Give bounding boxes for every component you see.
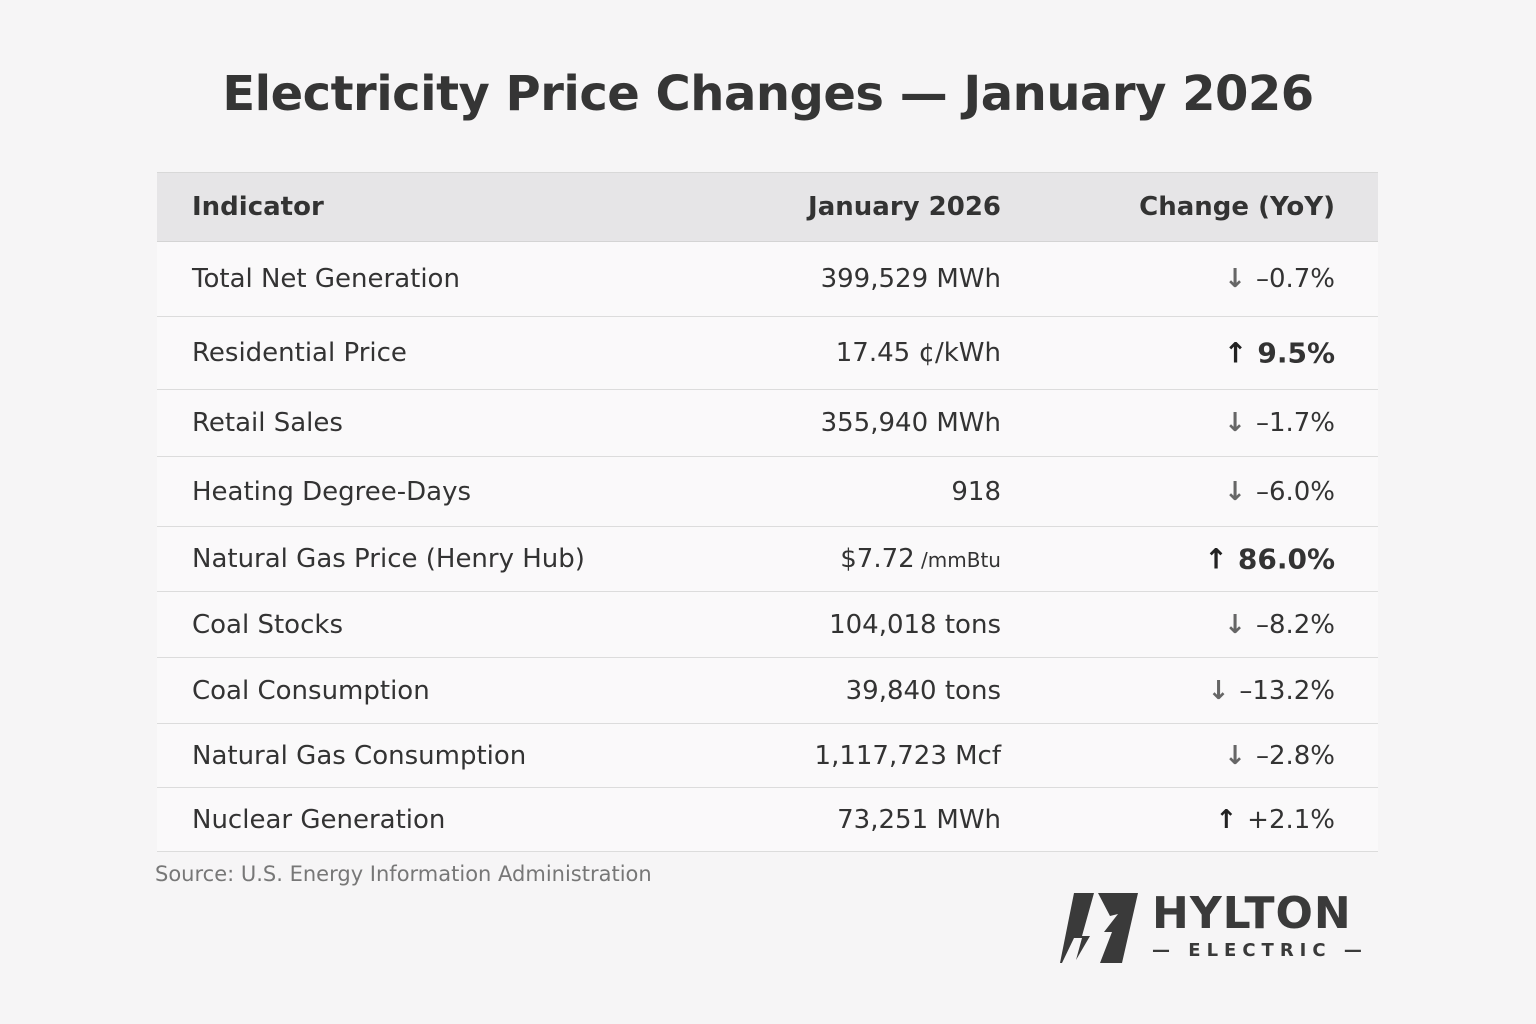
value-text: 918 bbox=[951, 476, 1001, 507]
table-row: Residential Price 17.45 ¢/kWh ↑ 9.5% bbox=[157, 317, 1378, 390]
arrow-down-icon: ↓ bbox=[1224, 740, 1246, 771]
change-cell: ↑ 9.5% bbox=[1224, 337, 1335, 370]
table-row: Nuclear Generation 73,251 MWh ↑ +2.1% bbox=[157, 788, 1378, 852]
change-cell: ↓ –1.7% bbox=[1224, 408, 1335, 438]
logo-name: HYLTON bbox=[1152, 888, 1352, 939]
indicator-name: Natural Gas Consumption bbox=[192, 740, 527, 771]
change-cell: ↓ –13.2% bbox=[1208, 676, 1335, 706]
indicator-name: Residential Price bbox=[192, 338, 407, 368]
change-value: –2.8% bbox=[1255, 740, 1335, 771]
table-header: Indicator January 2026 Change (YoY) bbox=[157, 172, 1378, 242]
indicator-value: 39,840 tons bbox=[846, 676, 1001, 706]
arrow-up-icon: ↑ bbox=[1215, 804, 1238, 835]
header-change: Change (YoY) bbox=[1139, 192, 1335, 222]
arrow-down-icon: ↓ bbox=[1224, 609, 1246, 640]
arrow-up-icon: ↑ bbox=[1204, 542, 1228, 576]
indicator-name: Retail Sales bbox=[192, 408, 343, 438]
change-cell: ↓ –6.0% bbox=[1224, 477, 1335, 507]
indicator-table: Indicator January 2026 Change (YoY) Tota… bbox=[157, 172, 1378, 852]
change-value: –6.0% bbox=[1255, 476, 1335, 507]
indicator-name: Total Net Generation bbox=[192, 264, 460, 294]
change-cell: ↓ –0.7% bbox=[1224, 264, 1335, 294]
indicator-value: 399,529 MWh bbox=[821, 264, 1001, 294]
table-row: Coal Consumption 39,840 tons ↓ –13.2% bbox=[157, 658, 1378, 724]
arrow-down-icon: ↓ bbox=[1224, 264, 1246, 294]
value-text: $7.72 bbox=[840, 544, 915, 574]
value-text: 73,251 MWh bbox=[837, 804, 1001, 835]
change-cell: ↓ –8.2% bbox=[1224, 610, 1335, 640]
change-value: –13.2% bbox=[1239, 675, 1335, 706]
indicator-value: $7.72 /mmBtu bbox=[840, 544, 1001, 574]
source-note: Source: U.S. Energy Information Administ… bbox=[155, 862, 652, 886]
change-value: –0.7% bbox=[1255, 264, 1335, 294]
change-value: 9.5% bbox=[1257, 336, 1335, 370]
table-row: Heating Degree-Days 918 ↓ –6.0% bbox=[157, 457, 1378, 527]
page-title: Electricity Price Changes — January 2026 bbox=[222, 66, 1314, 122]
indicator-name: Nuclear Generation bbox=[192, 804, 446, 835]
value-text: 17.45 ¢/kWh bbox=[835, 338, 1001, 368]
indicator-name: Natural Gas Price (Henry Hub) bbox=[192, 544, 585, 574]
lightning-bolt-icon bbox=[1060, 893, 1138, 963]
indicator-value: 73,251 MWh bbox=[837, 805, 1001, 835]
value-unit: /mmBtu bbox=[914, 548, 1001, 572]
change-cell: ↑ 86.0% bbox=[1204, 543, 1335, 576]
value-text: 39,840 tons bbox=[845, 675, 1001, 706]
arrow-up-icon: ↑ bbox=[1223, 336, 1248, 370]
arrow-down-icon: ↓ bbox=[1207, 675, 1230, 706]
value-text: 104,018 tons bbox=[829, 609, 1001, 640]
change-value: +2.1% bbox=[1247, 804, 1335, 835]
indicator-value: 355,940 MWh bbox=[821, 408, 1001, 438]
indicator-name: Heating Degree-Days bbox=[192, 476, 472, 507]
change-cell: ↓ –2.8% bbox=[1224, 741, 1335, 771]
change-value: –1.7% bbox=[1255, 408, 1335, 438]
indicator-value: 918 bbox=[951, 477, 1001, 507]
arrow-down-icon: ↓ bbox=[1224, 408, 1246, 438]
logo-subtitle: — ELECTRIC — bbox=[1152, 940, 1368, 961]
header-january-2026: January 2026 bbox=[808, 192, 1001, 222]
arrow-down-icon: ↓ bbox=[1224, 476, 1246, 507]
table-row: Retail Sales 355,940 MWh ↓ –1.7% bbox=[157, 390, 1378, 457]
company-logo: HYLTON — ELECTRIC — bbox=[1060, 888, 1380, 964]
indicator-value: 1,117,723 Mcf bbox=[815, 741, 1001, 771]
value-text: 1,117,723 Mcf bbox=[814, 740, 1001, 771]
indicator-value: 104,018 tons bbox=[829, 610, 1001, 640]
value-text: 355,940 MWh bbox=[820, 408, 1001, 438]
table-row: Total Net Generation 399,529 MWh ↓ –0.7% bbox=[157, 242, 1378, 317]
indicator-name: Coal Stocks bbox=[192, 609, 343, 640]
header-indicator: Indicator bbox=[192, 192, 324, 222]
change-value: –8.2% bbox=[1255, 609, 1335, 640]
table-row: Coal Stocks 104,018 tons ↓ –8.2% bbox=[157, 592, 1378, 658]
table-row: Natural Gas Consumption 1,117,723 Mcf ↓ –2.… bbox=[157, 724, 1378, 788]
indicator-name: Coal Consumption bbox=[192, 675, 430, 706]
change-cell: ↑ +2.1% bbox=[1215, 805, 1335, 835]
indicator-value: 17.45 ¢/kWh bbox=[836, 338, 1001, 368]
change-value: 86.0% bbox=[1237, 542, 1335, 576]
table-row: Natural Gas Price (Henry Hub) $7.72 /mmBt… bbox=[157, 527, 1378, 592]
value-text: 399,529 MWh bbox=[820, 264, 1001, 294]
